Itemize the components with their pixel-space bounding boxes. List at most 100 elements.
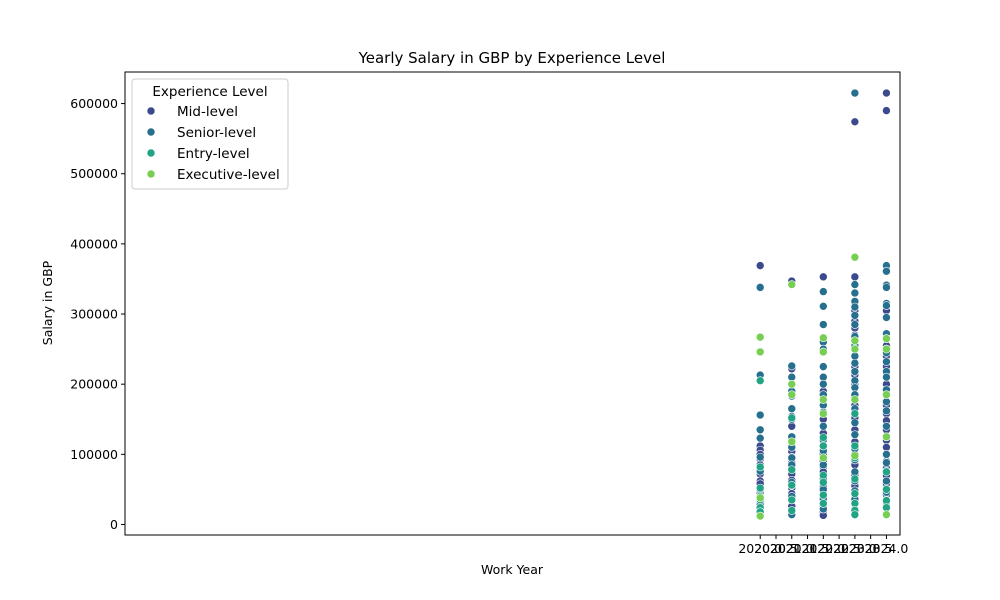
x-tick-label: 2023.0 bbox=[833, 541, 877, 556]
data-point bbox=[819, 478, 828, 487]
legend-title: Experience Level bbox=[152, 84, 267, 100]
x-axis: 2020.02020.52021.02021.52022.02022.52023… bbox=[738, 535, 908, 556]
data-point bbox=[787, 495, 797, 505]
data-point bbox=[882, 301, 891, 310]
legend-marker bbox=[146, 148, 156, 158]
data-point bbox=[850, 474, 860, 484]
data-point bbox=[882, 421, 891, 431]
data-point bbox=[850, 288, 860, 298]
data-point bbox=[819, 287, 828, 296]
data-point bbox=[850, 272, 860, 282]
data-point bbox=[755, 376, 765, 385]
data-point bbox=[819, 441, 828, 451]
data-point bbox=[850, 418, 860, 428]
data-point bbox=[787, 437, 797, 446]
data-point bbox=[755, 452, 765, 462]
data-point bbox=[755, 433, 765, 443]
data-point bbox=[882, 450, 891, 459]
data-point bbox=[755, 283, 765, 292]
data-point bbox=[882, 467, 891, 477]
data-point bbox=[882, 432, 891, 442]
data-point bbox=[787, 379, 797, 389]
data-point bbox=[755, 493, 765, 503]
data-point bbox=[819, 302, 828, 311]
data-point bbox=[882, 485, 891, 494]
data-point bbox=[850, 117, 860, 127]
data-point bbox=[850, 320, 860, 329]
data-point bbox=[755, 425, 765, 435]
data-point bbox=[882, 357, 891, 367]
y-tick-label: 0 bbox=[110, 517, 118, 532]
legend-label: Entry-level bbox=[177, 146, 250, 162]
data-point bbox=[819, 421, 828, 431]
data-point bbox=[850, 358, 860, 368]
data-point bbox=[787, 404, 797, 414]
points-layer bbox=[755, 88, 891, 521]
legend-label: Senior-level bbox=[177, 125, 256, 141]
data-point bbox=[819, 379, 828, 389]
data-point bbox=[850, 302, 860, 312]
data-point bbox=[882, 283, 891, 292]
data-point bbox=[755, 347, 765, 357]
data-point bbox=[850, 510, 860, 519]
y-tick-label: 300000 bbox=[70, 307, 118, 322]
data-point bbox=[850, 489, 860, 498]
data-point bbox=[819, 453, 828, 463]
x-tick-label: 2021.5 bbox=[786, 541, 830, 556]
data-point bbox=[787, 361, 797, 371]
plot-frame bbox=[124, 71, 901, 536]
x-tick-label: 2020.0 bbox=[738, 541, 782, 556]
data-point bbox=[882, 266, 891, 276]
data-point bbox=[755, 483, 765, 493]
data-point bbox=[819, 347, 828, 357]
data-point bbox=[787, 480, 797, 490]
x-tick-label: 2021.0 bbox=[770, 541, 814, 556]
data-point bbox=[819, 499, 828, 508]
data-point bbox=[819, 490, 828, 500]
x-tick-label: 2023.5 bbox=[849, 541, 893, 556]
data-point bbox=[787, 280, 797, 289]
data-point bbox=[787, 413, 797, 423]
x-tick-label: 2022.5 bbox=[817, 541, 861, 556]
data-point bbox=[850, 451, 860, 461]
data-point bbox=[787, 390, 797, 399]
data-point bbox=[850, 441, 860, 451]
data-point bbox=[819, 362, 828, 371]
data-point bbox=[882, 334, 891, 343]
y-tick-label: 500000 bbox=[70, 166, 118, 181]
legend-label: Executive-level bbox=[177, 167, 280, 183]
data-point bbox=[882, 510, 891, 519]
x-tick-label: 2024.0 bbox=[865, 541, 909, 556]
y-axis: 0 100000 200000 300000 400000 500000 600000 bbox=[70, 96, 125, 532]
data-point bbox=[787, 506, 797, 515]
data-point bbox=[882, 88, 891, 98]
x-tick-label: 2022.0 bbox=[801, 541, 845, 556]
data-point bbox=[755, 511, 765, 521]
data-point bbox=[850, 409, 860, 418]
data-point bbox=[850, 88, 860, 98]
legend: Experience Level Mid-level Senior-level En… bbox=[131, 78, 289, 190]
data-point bbox=[755, 410, 765, 420]
legend-marker bbox=[146, 169, 156, 179]
data-point bbox=[755, 332, 765, 342]
chart-title: Yearly Salary in GBP by Experience Level bbox=[358, 49, 666, 67]
data-point bbox=[882, 372, 891, 382]
data-point bbox=[819, 320, 828, 329]
data-point bbox=[882, 476, 891, 486]
y-tick-label: 100000 bbox=[70, 447, 118, 462]
legend-box bbox=[131, 78, 289, 190]
y-tick-label: 400000 bbox=[70, 236, 118, 251]
data-point bbox=[819, 395, 828, 404]
x-axis-label: Work Year bbox=[481, 562, 544, 577]
data-point bbox=[819, 433, 828, 442]
data-point bbox=[755, 462, 765, 472]
data-point bbox=[819, 333, 828, 343]
data-point bbox=[850, 395, 860, 404]
data-point bbox=[882, 106, 891, 115]
data-point bbox=[882, 344, 891, 354]
y-tick-label: 200000 bbox=[70, 377, 118, 392]
x-tick-label: 2020.5 bbox=[754, 541, 798, 556]
legend-label: Mid-level bbox=[177, 104, 238, 120]
legend-marker bbox=[146, 127, 156, 137]
